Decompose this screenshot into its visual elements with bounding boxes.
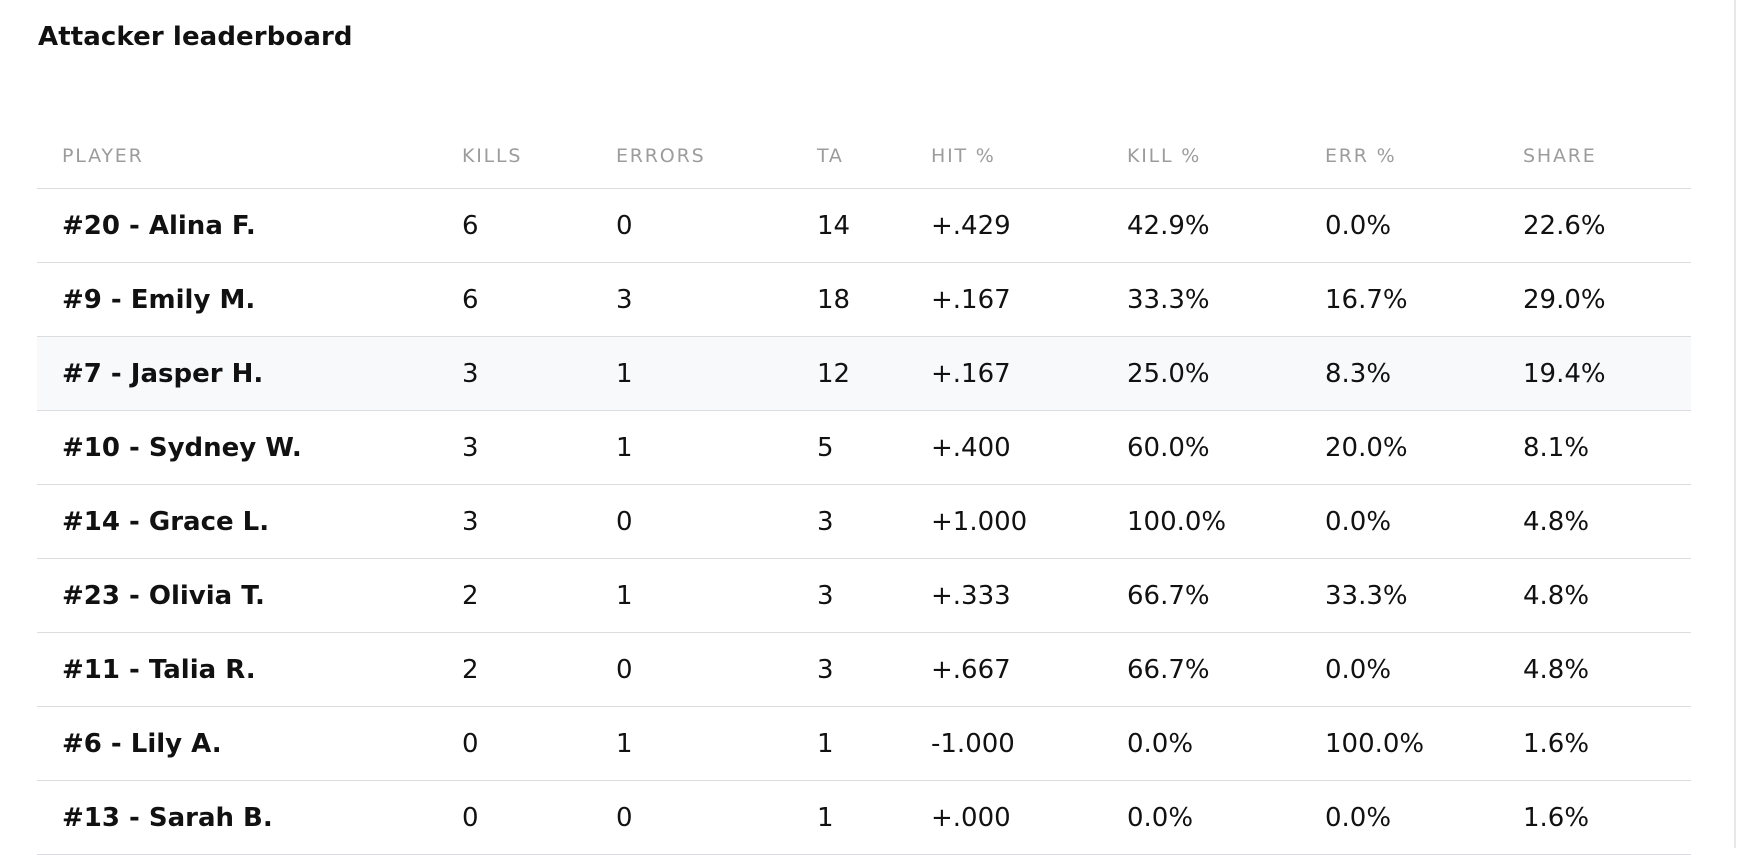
vertical-scrollbar[interactable] bbox=[1734, 0, 1736, 848]
errors-value: 1 bbox=[616, 558, 817, 633]
column-header-err-pct[interactable]: ERR % bbox=[1325, 124, 1523, 189]
page-title: Attacker leaderboard bbox=[38, 22, 353, 52]
hit-pct-value: +.400 bbox=[931, 410, 1127, 485]
errors-value: 1 bbox=[616, 336, 817, 411]
kills-value: 0 bbox=[462, 780, 616, 855]
column-header-kill-pct[interactable]: KILL % bbox=[1127, 124, 1325, 189]
ta-value: 3 bbox=[817, 632, 931, 707]
player-name: #10 - Sydney W. bbox=[37, 410, 462, 485]
err-pct-value: 0.0% bbox=[1325, 632, 1523, 707]
ta-value: 18 bbox=[817, 262, 931, 337]
kill-pct-value: 100.0% bbox=[1127, 484, 1325, 559]
hit-pct-value: +.333 bbox=[931, 558, 1127, 633]
err-pct-value: 0.0% bbox=[1325, 188, 1523, 263]
column-header-player[interactable]: PLAYER bbox=[37, 124, 462, 189]
table-row-highlighted[interactable]: #7 - Jasper H. 3 1 12 +.167 25.0% 8.3% 1… bbox=[37, 336, 1691, 411]
errors-value: 3 bbox=[616, 262, 817, 337]
table-row[interactable]: #20 - Alina F. 6 0 14 +.429 42.9% 0.0% 2… bbox=[37, 188, 1691, 263]
table-row[interactable]: #14 - Grace L. 3 0 3 +1.000 100.0% 0.0% … bbox=[37, 484, 1691, 559]
kills-value: 0 bbox=[462, 706, 616, 781]
share-value: 19.4% bbox=[1523, 336, 1691, 411]
player-name: #6 - Lily A. bbox=[37, 706, 462, 781]
share-value: 22.6% bbox=[1523, 188, 1691, 263]
err-pct-value: 16.7% bbox=[1325, 262, 1523, 337]
hit-pct-value: +.167 bbox=[931, 262, 1127, 337]
player-name: #13 - Sarah B. bbox=[37, 780, 462, 855]
table-row[interactable]: #9 - Emily M. 6 3 18 +.167 33.3% 16.7% 2… bbox=[37, 262, 1691, 337]
err-pct-value: 33.3% bbox=[1325, 558, 1523, 633]
kills-value: 2 bbox=[462, 558, 616, 633]
kills-value: 6 bbox=[462, 188, 616, 263]
hit-pct-value: -1.000 bbox=[931, 706, 1127, 781]
err-pct-value: 0.0% bbox=[1325, 484, 1523, 559]
kills-value: 3 bbox=[462, 336, 616, 411]
player-name: #9 - Emily M. bbox=[37, 262, 462, 337]
kills-value: 3 bbox=[462, 410, 616, 485]
kills-value: 2 bbox=[462, 632, 616, 707]
errors-value: 1 bbox=[616, 410, 817, 485]
player-name: #20 - Alina F. bbox=[37, 188, 462, 263]
share-value: 4.8% bbox=[1523, 558, 1691, 633]
hit-pct-value: +.429 bbox=[931, 188, 1127, 263]
table-header-row: PLAYER KILLS ERRORS TA HIT % KILL % ERR … bbox=[37, 124, 1691, 189]
ta-value: 3 bbox=[817, 484, 931, 559]
player-name: #7 - Jasper H. bbox=[37, 336, 462, 411]
ta-value: 1 bbox=[817, 780, 931, 855]
errors-value: 0 bbox=[616, 632, 817, 707]
errors-value: 0 bbox=[616, 780, 817, 855]
kill-pct-value: 25.0% bbox=[1127, 336, 1325, 411]
column-header-share[interactable]: SHARE bbox=[1523, 124, 1691, 189]
table-row[interactable]: #23 - Olivia T. 2 1 3 +.333 66.7% 33.3% … bbox=[37, 558, 1691, 633]
column-header-hit-pct[interactable]: HIT % bbox=[931, 124, 1127, 189]
share-value: 1.6% bbox=[1523, 706, 1691, 781]
kill-pct-value: 0.0% bbox=[1127, 780, 1325, 855]
err-pct-value: 100.0% bbox=[1325, 706, 1523, 781]
table-row[interactable]: #11 - Talia R. 2 0 3 +.667 66.7% 0.0% 4.… bbox=[37, 632, 1691, 707]
share-value: 4.8% bbox=[1523, 484, 1691, 559]
table-row[interactable]: #6 - Lily A. 0 1 1 -1.000 0.0% 100.0% 1.… bbox=[37, 706, 1691, 781]
errors-value: 0 bbox=[616, 188, 817, 263]
player-name: #11 - Talia R. bbox=[37, 632, 462, 707]
err-pct-value: 20.0% bbox=[1325, 410, 1523, 485]
kill-pct-value: 0.0% bbox=[1127, 706, 1325, 781]
ta-value: 12 bbox=[817, 336, 931, 411]
share-value: 8.1% bbox=[1523, 410, 1691, 485]
column-header-ta[interactable]: TA bbox=[817, 124, 931, 189]
ta-value: 14 bbox=[817, 188, 931, 263]
share-value: 1.6% bbox=[1523, 780, 1691, 855]
kill-pct-value: 42.9% bbox=[1127, 188, 1325, 263]
table-row[interactable]: #10 - Sydney W. 3 1 5 +.400 60.0% 20.0% … bbox=[37, 410, 1691, 485]
err-pct-value: 0.0% bbox=[1325, 780, 1523, 855]
kill-pct-value: 60.0% bbox=[1127, 410, 1325, 485]
hit-pct-value: +.167 bbox=[931, 336, 1127, 411]
ta-value: 3 bbox=[817, 558, 931, 633]
share-value: 29.0% bbox=[1523, 262, 1691, 337]
table-row[interactable]: #13 - Sarah B. 0 0 1 +.000 0.0% 0.0% 1.6… bbox=[37, 780, 1691, 855]
leaderboard-table: PLAYER KILLS ERRORS TA HIT % KILL % ERR … bbox=[37, 124, 1691, 855]
hit-pct-value: +1.000 bbox=[931, 484, 1127, 559]
player-name: #23 - Olivia T. bbox=[37, 558, 462, 633]
kills-value: 6 bbox=[462, 262, 616, 337]
err-pct-value: 8.3% bbox=[1325, 336, 1523, 411]
kill-pct-value: 66.7% bbox=[1127, 558, 1325, 633]
kill-pct-value: 33.3% bbox=[1127, 262, 1325, 337]
share-value: 4.8% bbox=[1523, 632, 1691, 707]
column-header-errors[interactable]: ERRORS bbox=[616, 124, 817, 189]
kills-value: 3 bbox=[462, 484, 616, 559]
kill-pct-value: 66.7% bbox=[1127, 632, 1325, 707]
ta-value: 5 bbox=[817, 410, 931, 485]
hit-pct-value: +.667 bbox=[931, 632, 1127, 707]
player-name: #14 - Grace L. bbox=[37, 484, 462, 559]
column-header-kills[interactable]: KILLS bbox=[462, 124, 616, 189]
errors-value: 1 bbox=[616, 706, 817, 781]
errors-value: 0 bbox=[616, 484, 817, 559]
ta-value: 1 bbox=[817, 706, 931, 781]
hit-pct-value: +.000 bbox=[931, 780, 1127, 855]
